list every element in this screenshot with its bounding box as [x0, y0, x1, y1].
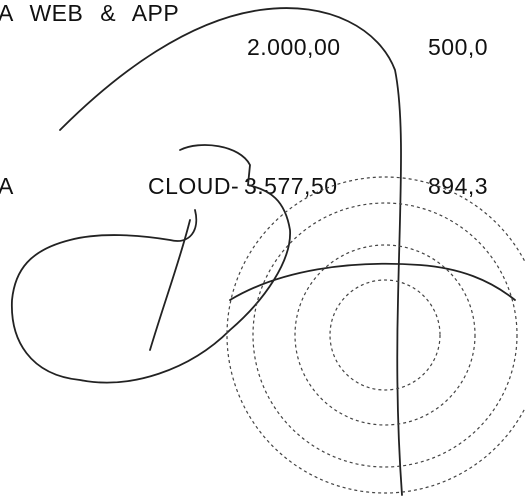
signature: [11, 7, 516, 496]
amount: 2.000,00: [247, 34, 341, 60]
stamp-core: [329, 279, 441, 391]
item-name: A: [0, 173, 14, 199]
signature-stroke: [229, 262, 516, 301]
stamp-outer-ring: [226, 176, 525, 494]
signature-stroke: [59, 7, 403, 496]
signature-stroke: [149, 219, 191, 351]
amount: 894,3: [428, 173, 489, 199]
amount: 500,0: [428, 34, 489, 60]
signature-stroke: [11, 144, 291, 384]
stamp-inner-ring: [252, 202, 518, 468]
item-name: CLOUD-: [148, 173, 240, 199]
stamp-center-ring: [294, 244, 476, 426]
item-name: A WEB & APP: [0, 0, 180, 26]
stamp: [226, 176, 525, 494]
